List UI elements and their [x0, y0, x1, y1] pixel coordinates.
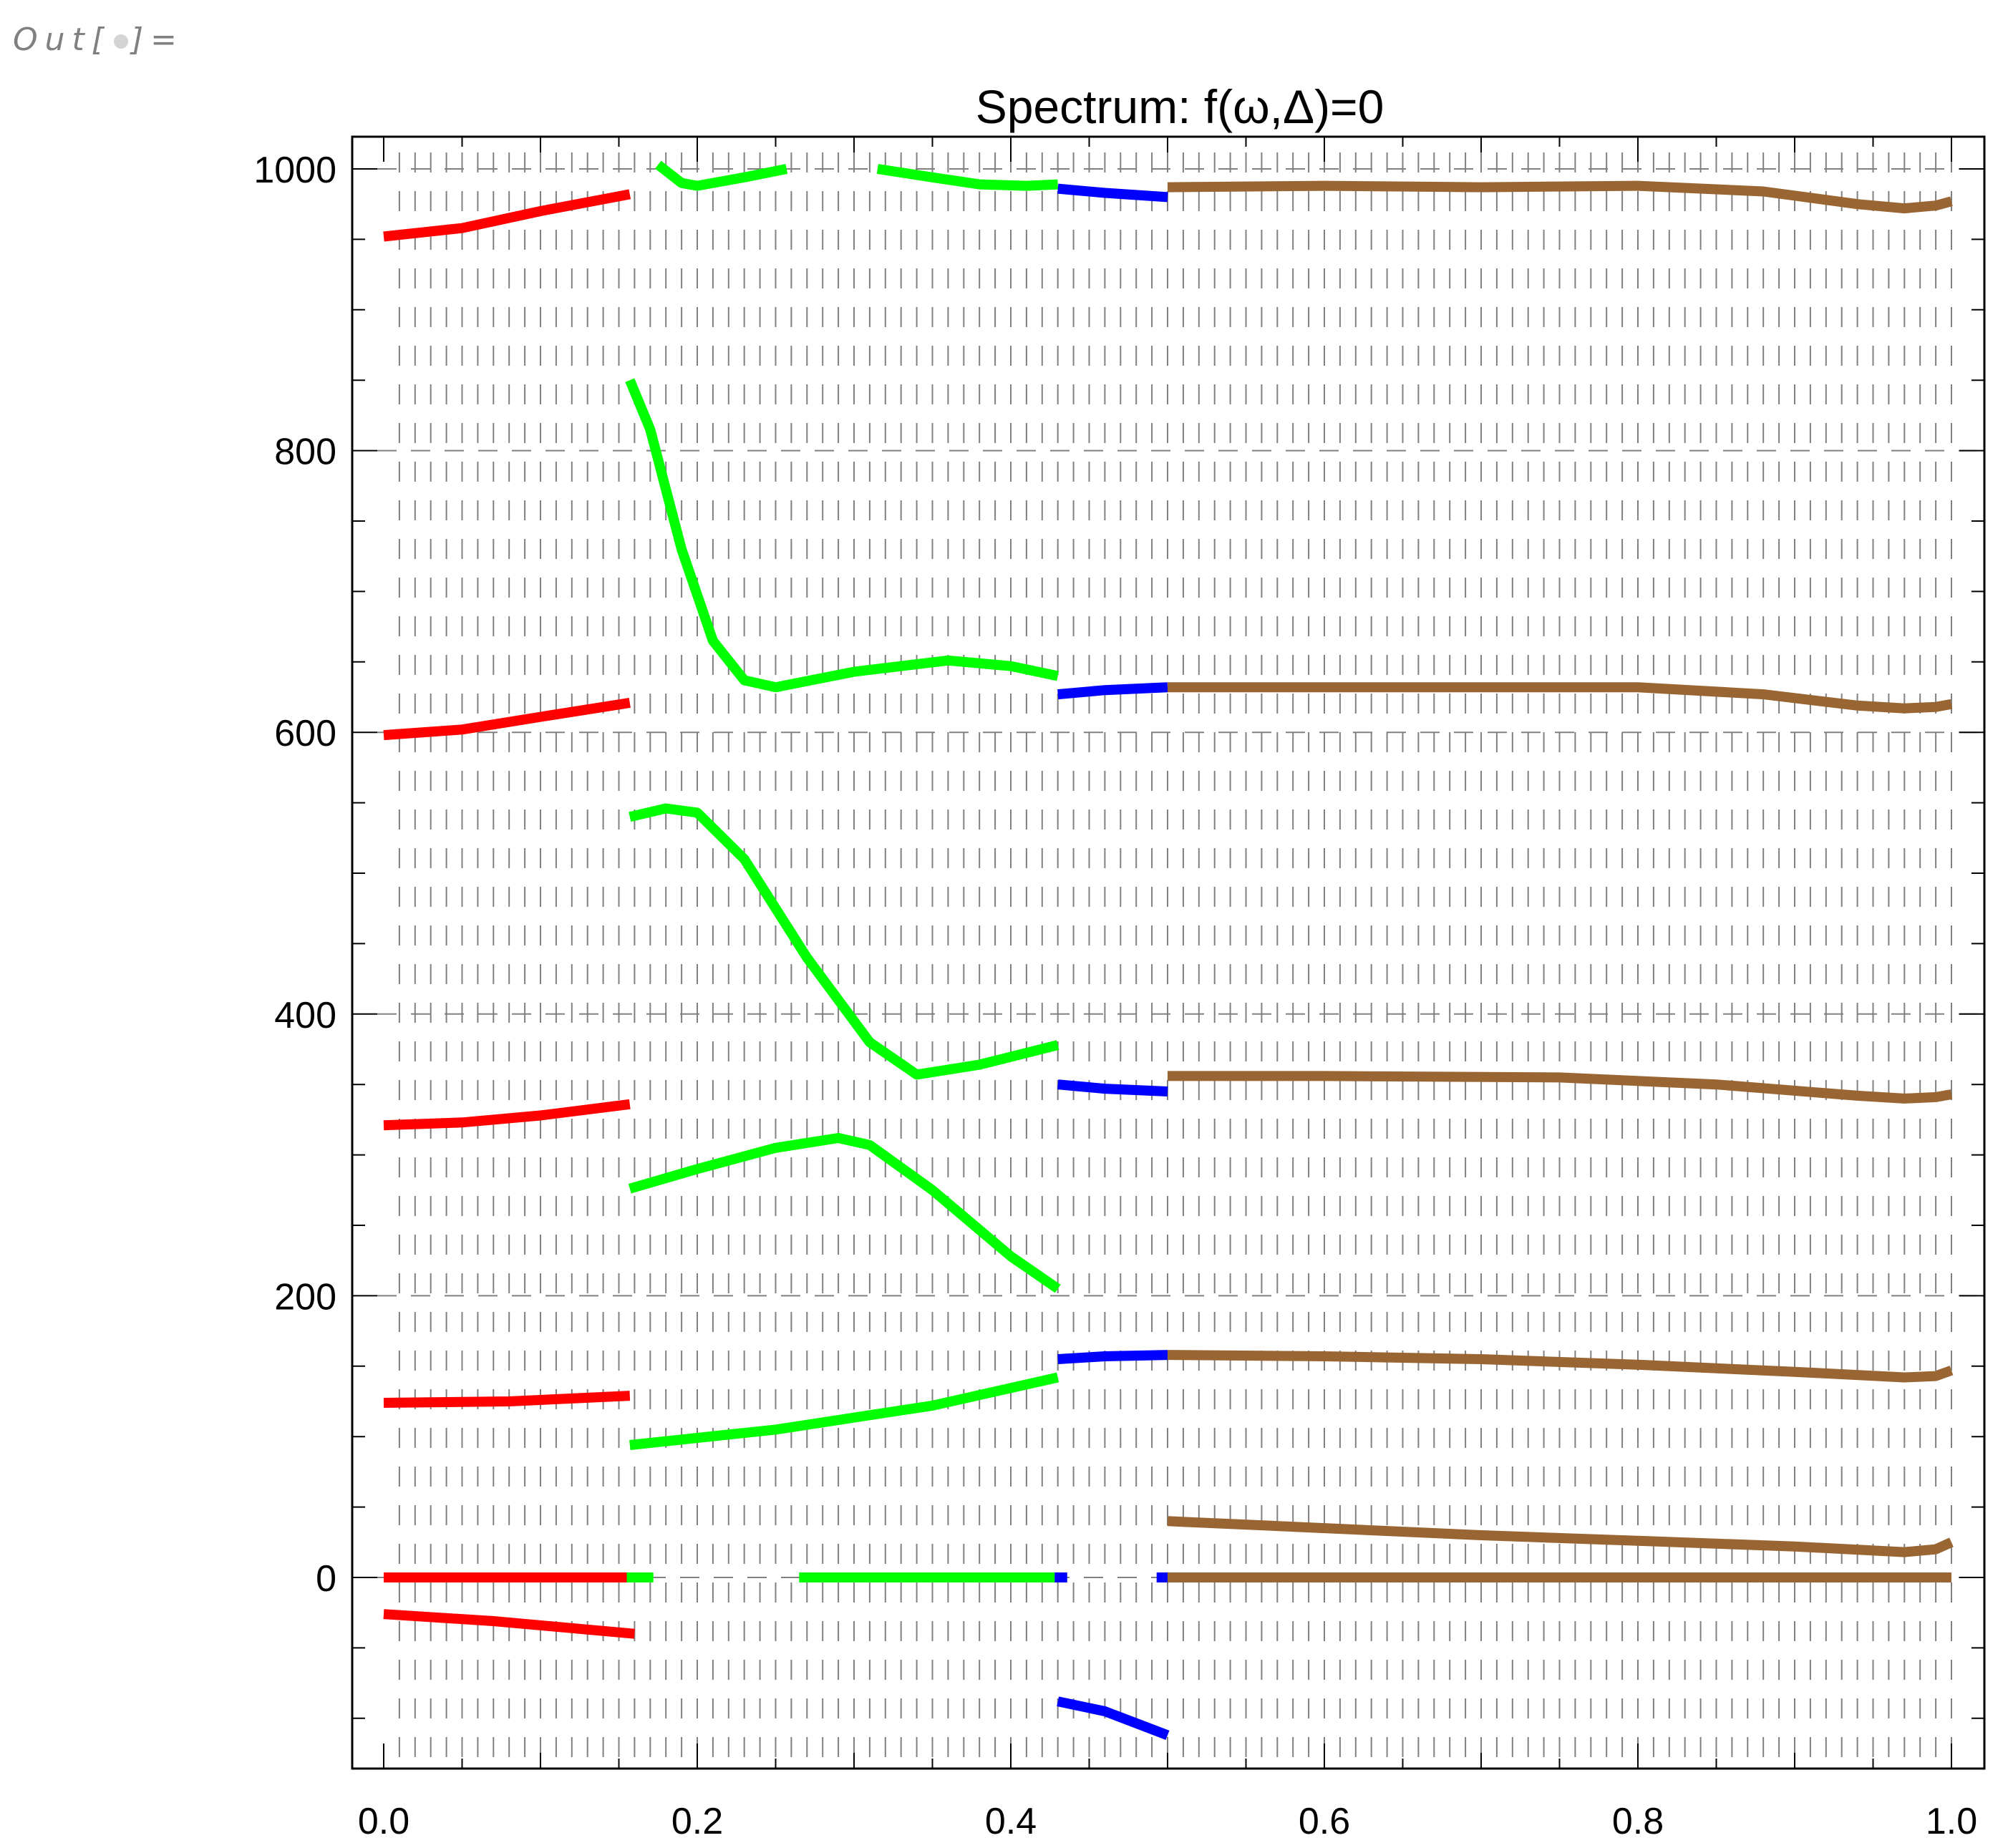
notebook-out-label: Out[ ]=	[13, 21, 184, 58]
y-tick-label: 200	[274, 1276, 336, 1318]
y-tick-label: 600	[274, 713, 336, 754]
y-tick-label: 400	[274, 995, 336, 1036]
series-brown-4	[1167, 1350, 1954, 1383]
y-tick-label: 800	[274, 432, 336, 473]
series-brown-3	[1168, 1071, 1953, 1104]
y-axis-tick-labels: 0 200 400 600 800 1000	[253, 150, 336, 1600]
series-blue-5	[1057, 1696, 1170, 1740]
out-prefix: Out[	[13, 21, 111, 58]
series-red-1	[383, 189, 631, 242]
data-series	[383, 160, 1954, 1740]
series-red-3	[383, 1099, 631, 1131]
series-green-5	[628, 1133, 1061, 1293]
x-tick-label: 1.0	[1926, 1801, 1977, 1842]
x-tick-label: 0.8	[1612, 1801, 1664, 1842]
series-green-6	[629, 1372, 1059, 1450]
series-blue-3	[1057, 1079, 1168, 1096]
cell-status-dot-icon	[113, 34, 128, 49]
x-tick-label: 0.2	[671, 1801, 723, 1842]
axis-ticks	[352, 137, 1984, 1769]
series-red-2	[383, 697, 631, 741]
series-blue-4	[1057, 1350, 1168, 1364]
series-green-2	[876, 164, 1059, 191]
series-brown-1	[1167, 180, 1953, 214]
series-blue-1	[1057, 183, 1168, 203]
x-axis-tick-labels: 0.0 0.2 0.4 0.6 0.8 1.0	[358, 1801, 1977, 1842]
series-brown-5	[1167, 1516, 1954, 1557]
chart-title: Spectrum: f(ω,Δ)=0	[976, 80, 1384, 133]
out-suffix: ]=	[130, 21, 184, 58]
series-green-4	[629, 803, 1059, 1080]
series-brown-2	[1168, 682, 1953, 714]
series-green-1	[654, 160, 788, 191]
series-blue-2	[1057, 682, 1168, 700]
series-red-6	[383, 1609, 636, 1639]
x-tick-label: 0.0	[358, 1801, 409, 1842]
x-tick-label: 0.6	[1299, 1801, 1350, 1842]
series-green-3	[625, 378, 1059, 693]
y-tick-label: 0	[316, 1558, 336, 1600]
y-tick-label: 1000	[253, 150, 336, 191]
x-tick-label: 0.4	[985, 1801, 1037, 1842]
series-red-4	[383, 1391, 631, 1408]
